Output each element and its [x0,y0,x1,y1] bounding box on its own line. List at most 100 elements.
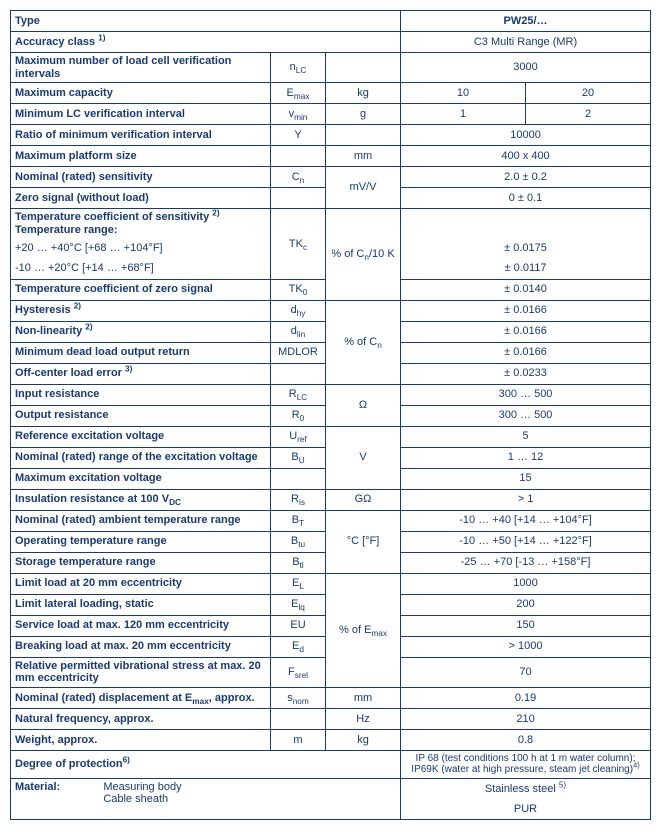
weight-unit: kg [326,729,401,750]
emax-label: Maximum capacity [11,83,271,104]
nlc-unit [326,53,401,83]
ris-unit: GΩ [326,489,401,510]
nlc-label: Maximum number of load cell verification… [11,53,271,83]
ratio-unit [326,125,401,146]
ratio-label: Ratio of minimum verification interval [11,125,271,146]
freq-val: 210 [401,708,651,729]
emax-v1: 10 [401,83,526,104]
uref-label: Reference excitation voltage [11,426,271,447]
cn-unit: mV/V [326,167,401,209]
mdlor-label: Minimum dead load output return [11,342,271,363]
row-bt: Nominal (rated) ambient temperature rang… [11,510,651,531]
dhy-val: ± 0.0166 [401,300,651,321]
freq-sym [271,708,326,729]
platform-label: Maximum platform size [11,146,271,167]
dhy-unit: % of Cn [326,300,401,384]
mdlor-sym: MDLOR [271,342,326,363]
snom-sym: snom [271,687,326,708]
row-tkc-hdr: Temperature coefficient of sensitivity 2… [11,209,651,239]
el-label: Limit load at 20 mm eccentricity [11,573,271,594]
row-dhy: Hysteresis 2) dhy % of Cn ± 0.0166 [11,300,651,321]
row-ris: Insulation resistance at 100 VDC Ris GΩ … [11,489,651,510]
snom-unit: mm [326,687,401,708]
maxex-label: Maximum excitation voltage [11,468,271,489]
ed-val: > 1000 [401,636,651,657]
row-el: Limit load at 20 mm eccentricity EL % of… [11,573,651,594]
cn-sym: Cn [271,167,326,188]
freq-unit: Hz [326,708,401,729]
vmin-label: Minimum LC verification interval [11,104,271,125]
el-sym: EL [271,573,326,594]
weight-val: 0.8 [401,729,651,750]
bu-sym: BU [271,447,326,468]
btu-label: Operating temperature range [11,531,271,552]
bt-unit: °C [°F] [326,510,401,573]
maxex-val: 15 [401,468,651,489]
btu-val: -10 … +50 [+14 … +122°F] [401,531,651,552]
platform-sym [271,146,326,167]
row-snom: Nominal (rated) displacement at Emax, ap… [11,687,651,708]
elq-sym: Elq [271,594,326,615]
btl-val: -25 … +70 [-13 … +158°F] [401,552,651,573]
tkc-hdr-label: Temperature coefficient of sensitivity 2… [11,209,271,239]
rlc-sym: RLC [271,384,326,405]
mat-l1: Measuring body [103,781,181,793]
btu-sym: Btu [271,531,326,552]
offc-label: Off-center load error 3) [11,363,271,384]
tkc-r2-label: -10 … +20°C [+14 … +68°F] [11,259,271,280]
uref-unit: V [326,426,401,489]
tk0-label: Temperature coefficient of zero signal [11,279,271,300]
weight-label: Weight, approx. [11,729,271,750]
bu-val: 1 … 12 [401,447,651,468]
rlc-unit: Ω [326,384,401,426]
maxex-sym [271,468,326,489]
row-header: Type PW25/… [11,11,651,32]
tk0-val: ± 0.0140 [401,279,651,300]
accuracy-val: C3 Multi Range (MR) [401,32,651,53]
bt-sym: BT [271,510,326,531]
bu-label: Nominal (rated) range of the excitation … [11,447,271,468]
emax-v2: 20 [526,83,651,104]
elq-val: 200 [401,594,651,615]
zero-label: Zero signal (without load) [11,188,271,209]
mat-v1: Stainless steel 5) [401,778,651,799]
uref-val: 5 [401,426,651,447]
nlc-val: 3000 [401,53,651,83]
weight-sym: m [271,729,326,750]
mat-label: Material: Measuring body Cable sheath [11,778,401,819]
hdr-product: PW25/… [401,11,651,32]
r0-label: Output resistance [11,405,271,426]
bt-label: Nominal (rated) ambient temperature rang… [11,510,271,531]
eu-val: 150 [401,615,651,636]
offc-val: ± 0.0233 [401,363,651,384]
offc-sym [271,363,326,384]
row-ratio: Ratio of minimum verification interval Y… [11,125,651,146]
rlc-label: Input resistance [11,384,271,405]
tkc-r1-val: ± 0.0175 [401,239,651,259]
emax-unit: kg [326,83,401,104]
btl-sym: Btl [271,552,326,573]
row-platform: Maximum platform size mm 400 x 400 [11,146,651,167]
row-freq: Natural frequency, approx. Hz 210 [11,708,651,729]
row-weight: Weight, approx. m kg 0.8 [11,729,651,750]
nlc-sym: nLC [271,53,326,83]
fsrel-sym: Fsrel [271,657,326,687]
dlin-val: ± 0.0166 [401,321,651,342]
row-emax: Maximum capacity Emax kg 10 20 [11,83,651,104]
mdlor-val: ± 0.0166 [401,342,651,363]
btl-label: Storage temperature range [11,552,271,573]
vmin-unit: g [326,104,401,125]
platform-val: 400 x 400 [401,146,651,167]
cn-label: Nominal (rated) sensitivity [11,167,271,188]
freq-label: Natural frequency, approx. [11,708,271,729]
dlin-sym: dlin [271,321,326,342]
uref-sym: Uref [271,426,326,447]
vmin-v2: 2 [526,104,651,125]
snom-val: 0.19 [401,687,651,708]
dhy-label: Hysteresis 2) [11,300,271,321]
row-rlc: Input resistance RLC Ω 300 … 500 [11,384,651,405]
r0-sym: R0 [271,405,326,426]
platform-unit: mm [326,146,401,167]
row-accuracy: Accuracy class 1) C3 Multi Range (MR) [11,32,651,53]
snom-label: Nominal (rated) displacement at Emax, ap… [11,687,271,708]
